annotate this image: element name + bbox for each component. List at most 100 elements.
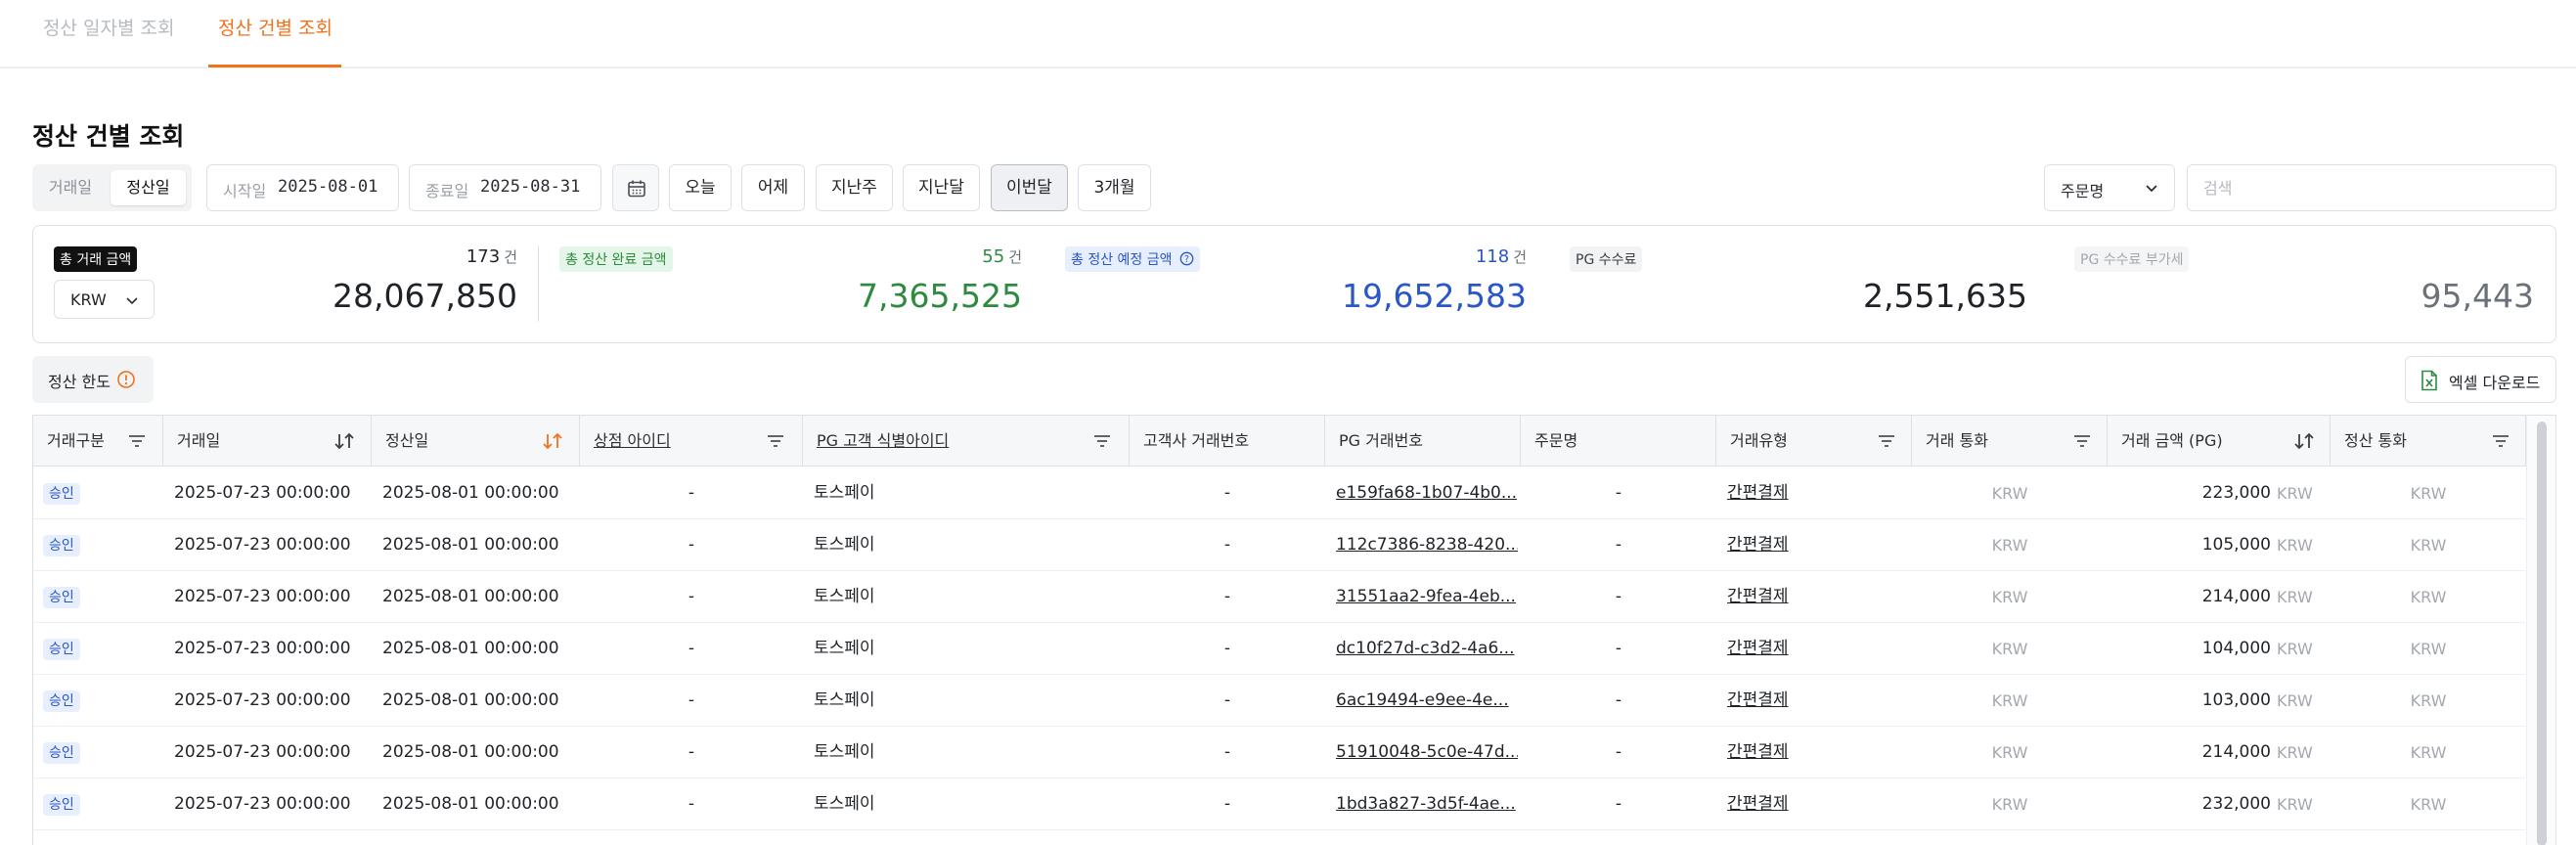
filter-icon[interactable] xyxy=(1877,432,1896,450)
table-row[interactable]: 승인 2025-07-23 00:00:00 2025-08-01 00:00:… xyxy=(33,519,2525,571)
sort-icon[interactable] xyxy=(333,432,355,450)
column-header-tx-date[interactable]: 거래일 xyxy=(163,416,372,467)
order-name-cell: - xyxy=(1615,742,1622,762)
tx-kind-link[interactable]: 간편결제 xyxy=(1727,639,1789,658)
filter-icon[interactable] xyxy=(766,432,785,450)
settlement-limit-button[interactable]: 정산 한도 xyxy=(32,356,154,403)
range-today-button[interactable]: 오늘 xyxy=(669,164,732,211)
pg-tx-link[interactable]: e159fa68-1b07-4b0... xyxy=(1336,483,1518,503)
tab-daily-settlement[interactable]: 정산 일자별 조회 xyxy=(43,18,175,39)
tx-kind-link[interactable]: 간편결제 xyxy=(1727,742,1789,762)
column-header-pg-amount[interactable]: 거래 금액 (PG) xyxy=(2108,416,2331,467)
column-header-order-name[interactable]: 주문명 xyxy=(1521,416,1716,467)
column-header-tx-kind[interactable]: 거래유형 xyxy=(1716,416,1912,467)
tx-kind-link[interactable]: 간편결제 xyxy=(1727,794,1789,814)
pg-customer-cell: 토스페이 xyxy=(814,535,875,555)
end-date-field[interactable]: 종료일 2025-08-31 xyxy=(409,164,601,211)
filter-icon[interactable] xyxy=(1092,432,1112,450)
settle-currency-cell: KRW xyxy=(2410,743,2447,762)
pg-tx-link[interactable]: 1bd3a827-3d5f-4ae... xyxy=(1336,794,1516,814)
tx-date-cell: 2025-07-23 00:00:00 xyxy=(174,742,351,762)
date-type-settlement[interactable]: 정산일 xyxy=(111,170,186,205)
pg-amount-currency: KRW xyxy=(2277,640,2313,658)
pg-amount-cell: 103,000 xyxy=(2201,690,2271,710)
completed-count-value: 55 xyxy=(982,246,1005,267)
scrollbar-thumb[interactable] xyxy=(2537,422,2547,845)
pg-fee-vat-badge: PG 수수료 부가세 xyxy=(2074,246,2190,272)
sort-icon[interactable] xyxy=(542,432,563,450)
calendar-button[interactable] xyxy=(612,164,659,211)
settle-date-cell: 2025-08-01 00:00:00 xyxy=(382,794,559,814)
tx-type-cell: 승인 xyxy=(43,467,158,519)
pg-amount-currency: KRW xyxy=(2277,743,2313,762)
status-badge: 승인 xyxy=(43,742,80,764)
store-id-cell: - xyxy=(688,535,695,555)
filter-icon[interactable] xyxy=(2072,432,2092,450)
tx-kind-link[interactable]: 간편결제 xyxy=(1727,690,1789,710)
pg-tx-link[interactable]: 112c7386-8238-420... xyxy=(1336,535,1518,555)
currency-select[interactable]: KRW xyxy=(54,280,155,319)
total-count: 173 건 xyxy=(466,246,517,267)
status-badge: 승인 xyxy=(43,690,80,712)
info-icon xyxy=(117,371,135,388)
completed-count: 55 건 xyxy=(982,246,1022,267)
table-row[interactable]: 승인 2025-07-23 00:00:00 2025-08-01 00:00:… xyxy=(33,675,2525,727)
sort-icon[interactable] xyxy=(2293,432,2315,450)
table-row[interactable]: 승인 2025-07-23 00:00:00 2025-08-01 00:00:… xyxy=(33,571,2525,623)
total-count-unit: 건 xyxy=(504,248,517,266)
column-header-tx-currency[interactable]: 거래 통화 xyxy=(1912,416,2108,467)
search-input[interactable] xyxy=(2187,164,2556,211)
table-row[interactable]: 승인 2025-07-23 00:00:00 2025-08-01 00:00:… xyxy=(33,778,2525,830)
tx-type-cell: 승인 xyxy=(43,778,158,830)
settlement-table: 거래구분 거래일 정산일 상점 아이디 PG 고객 식별아이디 고객사 거래번호… xyxy=(32,415,2556,845)
pg-tx-link[interactable]: dc10f27d-c3d2-4a6... xyxy=(1336,639,1515,658)
range-last-month-button[interactable]: 지난달 xyxy=(903,164,980,211)
status-badge: 승인 xyxy=(43,483,80,505)
merchant-tx-cell: - xyxy=(1223,587,1231,606)
settle-currency-cell: KRW xyxy=(2410,691,2447,710)
status-badge: 승인 xyxy=(43,639,80,660)
completed-amount-badge: 총 정산 완료 금액 xyxy=(559,246,673,272)
excel-download-button[interactable]: 엑셀 다운로드 xyxy=(2405,356,2556,403)
range-3-months-button[interactable]: 3개월 xyxy=(1078,164,1151,211)
column-header-merchant-tx-no[interactable]: 고객사 거래번호 xyxy=(1130,416,1325,467)
column-header-pg-customer-id[interactable]: PG 고객 식별아이디 xyxy=(803,416,1130,467)
column-title: 정산일 xyxy=(385,431,429,450)
start-date-field[interactable]: 시작일 2025-08-01 xyxy=(206,164,399,211)
column-header-settle-date[interactable]: 정산일 xyxy=(372,416,580,467)
date-type-transaction[interactable]: 거래일 xyxy=(48,178,93,197)
excel-file-icon xyxy=(2421,370,2437,391)
range-this-month-button[interactable]: 이번달 xyxy=(991,164,1068,211)
pg-customer-cell: 토스페이 xyxy=(814,483,875,503)
table-row[interactable]: 승인 2025-07-23 00:00:00 2025-08-01 00:00:… xyxy=(33,467,2525,519)
help-icon[interactable]: ? xyxy=(1179,251,1194,266)
pg-tx-link[interactable]: 51910048-5c0e-47d... xyxy=(1336,742,1518,762)
filter-icon[interactable] xyxy=(2491,432,2510,450)
order-name-cell: - xyxy=(1615,483,1622,503)
tx-kind-link[interactable]: 간편결제 xyxy=(1727,535,1789,555)
column-header-settle-currency[interactable]: 정산 통화 xyxy=(2331,416,2526,467)
column-header-pg-tx-no[interactable]: PG 거래번호 xyxy=(1325,416,1521,467)
tx-kind-link[interactable]: 간편결제 xyxy=(1727,587,1789,606)
filter-icon[interactable] xyxy=(127,432,147,450)
total-amount-badge: 총 거래 금액 xyxy=(54,246,138,272)
tx-kind-link[interactable]: 간편결제 xyxy=(1727,483,1789,503)
pg-tx-link[interactable]: 31551aa2-9fea-4eb... xyxy=(1336,587,1516,606)
column-header-store-id[interactable]: 상점 아이디 xyxy=(580,416,803,467)
column-header-type[interactable]: 거래구분 xyxy=(33,416,163,467)
table-row[interactable]: 승인 2025-07-23 00:00:00 2025-08-01 00:00:… xyxy=(33,727,2525,778)
settle-date-cell: 2025-08-01 00:00:00 xyxy=(382,690,559,710)
table-row[interactable]: 승인 2025-07-23 00:00:00 2025-08-01 00:00:… xyxy=(33,623,2525,675)
total-amount: 28,067,850 xyxy=(333,277,517,315)
range-last-week-button[interactable]: 지난주 xyxy=(816,164,893,211)
tx-type-cell: 승인 xyxy=(43,571,158,623)
calendar-icon xyxy=(628,180,645,198)
pg-amount-cell: 104,000 xyxy=(2201,639,2271,658)
tab-per-transaction-settlement[interactable]: 정산 건별 조회 xyxy=(218,18,333,39)
pg-tx-link[interactable]: 6ac19494-e9ee-4e... xyxy=(1336,690,1509,710)
search-field-select[interactable]: 주문명 xyxy=(2044,164,2175,211)
pg-amount-cell: 214,000 xyxy=(2201,587,2271,606)
pg-amount-cell: 232,000 xyxy=(2201,794,2271,814)
merchant-tx-cell: - xyxy=(1223,690,1231,710)
range-yesterday-button[interactable]: 어제 xyxy=(741,164,805,211)
